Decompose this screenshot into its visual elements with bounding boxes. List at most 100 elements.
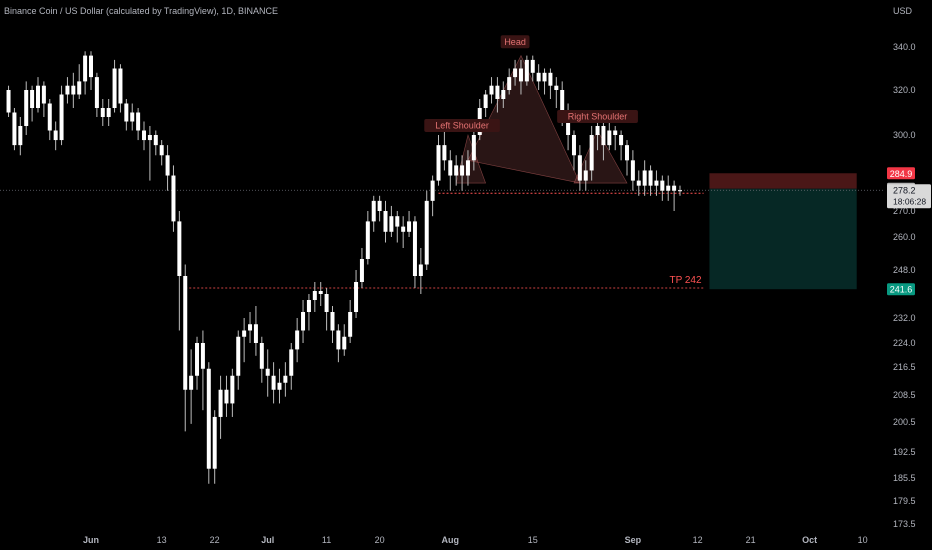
candle[interactable] (412, 216, 417, 288)
candle[interactable] (430, 175, 435, 217)
candle[interactable] (230, 368, 235, 417)
candle[interactable] (136, 108, 141, 141)
candle[interactable] (524, 55, 529, 86)
candle[interactable] (336, 324, 341, 363)
candle[interactable] (118, 64, 123, 113)
candle[interactable] (595, 121, 600, 151)
candle[interactable] (324, 288, 329, 331)
candle[interactable] (59, 85, 64, 146)
candle[interactable] (495, 77, 500, 113)
candle[interactable] (12, 108, 17, 151)
candle[interactable] (536, 64, 541, 90)
candle[interactable] (354, 270, 359, 318)
candle[interactable] (371, 195, 376, 232)
candle[interactable] (613, 126, 618, 151)
candle[interactable] (318, 282, 323, 306)
candle[interactable] (30, 85, 35, 122)
candle[interactable] (306, 294, 311, 331)
candle[interactable] (142, 121, 147, 151)
pattern-label[interactable]: Head (500, 35, 530, 49)
candle[interactable] (483, 90, 488, 117)
candle[interactable] (630, 150, 635, 191)
candle[interactable] (106, 99, 111, 126)
candle[interactable] (165, 145, 170, 191)
candle[interactable] (648, 165, 653, 196)
candle[interactable] (407, 211, 412, 237)
candle[interactable] (624, 140, 629, 176)
candle[interactable] (460, 155, 465, 191)
candle[interactable] (583, 160, 588, 191)
candle[interactable] (383, 200, 388, 243)
candle[interactable] (94, 72, 99, 117)
candle[interactable] (542, 68, 547, 95)
candle[interactable] (83, 51, 88, 95)
candle[interactable] (619, 130, 624, 161)
candle[interactable] (47, 99, 52, 141)
candle[interactable] (448, 150, 453, 191)
stop-loss-zone[interactable] (709, 173, 857, 189)
candle[interactable] (454, 155, 459, 186)
candle[interactable] (6, 85, 11, 117)
candle[interactable] (666, 175, 671, 201)
candle[interactable] (513, 59, 518, 86)
candle[interactable] (401, 216, 406, 248)
candle[interactable] (678, 185, 682, 196)
candle[interactable] (571, 130, 576, 171)
candle[interactable] (471, 130, 476, 171)
candle[interactable] (589, 126, 594, 181)
candle[interactable] (35, 77, 40, 113)
candle[interactable] (348, 300, 353, 343)
candle[interactable] (442, 130, 447, 171)
candle[interactable] (530, 55, 535, 82)
candle[interactable] (342, 324, 347, 356)
candle[interactable] (89, 51, 93, 90)
candle[interactable] (177, 211, 182, 331)
candle[interactable] (660, 175, 665, 201)
candle[interactable] (183, 264, 188, 432)
candle[interactable] (554, 77, 559, 108)
candle[interactable] (265, 349, 270, 397)
pattern-label[interactable]: Left Shoulder (424, 119, 500, 132)
candle[interactable] (271, 362, 276, 404)
candle[interactable] (195, 336, 200, 390)
candle[interactable] (636, 170, 641, 196)
candle[interactable] (65, 77, 70, 104)
candle[interactable] (489, 77, 494, 104)
candle[interactable] (171, 165, 176, 232)
candle[interactable] (212, 410, 217, 484)
candle[interactable] (41, 81, 46, 117)
candle[interactable] (395, 211, 400, 243)
candle[interactable] (377, 195, 382, 222)
candle[interactable] (365, 211, 370, 265)
candle[interactable] (24, 81, 29, 135)
candle[interactable] (18, 117, 23, 156)
candle[interactable] (465, 150, 470, 186)
candle[interactable] (248, 312, 253, 343)
candle[interactable] (189, 349, 194, 424)
candle[interactable] (312, 282, 317, 312)
pattern-label[interactable]: Right Shoulder (557, 110, 638, 123)
candle[interactable] (147, 126, 152, 181)
candle[interactable] (359, 248, 364, 288)
take-profit-zone[interactable] (709, 188, 857, 290)
candle[interactable] (301, 300, 306, 343)
candle[interactable] (607, 121, 612, 151)
candle[interactable] (206, 362, 211, 484)
candle[interactable] (218, 375, 223, 439)
candle[interactable] (507, 68, 512, 95)
candle[interactable] (259, 336, 264, 383)
candle[interactable] (289, 343, 294, 390)
candle[interactable] (130, 103, 135, 131)
candle[interactable] (501, 81, 506, 108)
candle[interactable] (53, 121, 58, 151)
candle[interactable] (436, 135, 441, 186)
candle[interactable] (330, 306, 335, 343)
candle[interactable] (71, 72, 76, 108)
candle[interactable] (672, 180, 677, 211)
candle[interactable] (424, 190, 429, 270)
candle[interactable] (200, 330, 205, 411)
candle[interactable] (224, 375, 229, 417)
candle[interactable] (548, 68, 553, 100)
candle[interactable] (277, 368, 282, 404)
